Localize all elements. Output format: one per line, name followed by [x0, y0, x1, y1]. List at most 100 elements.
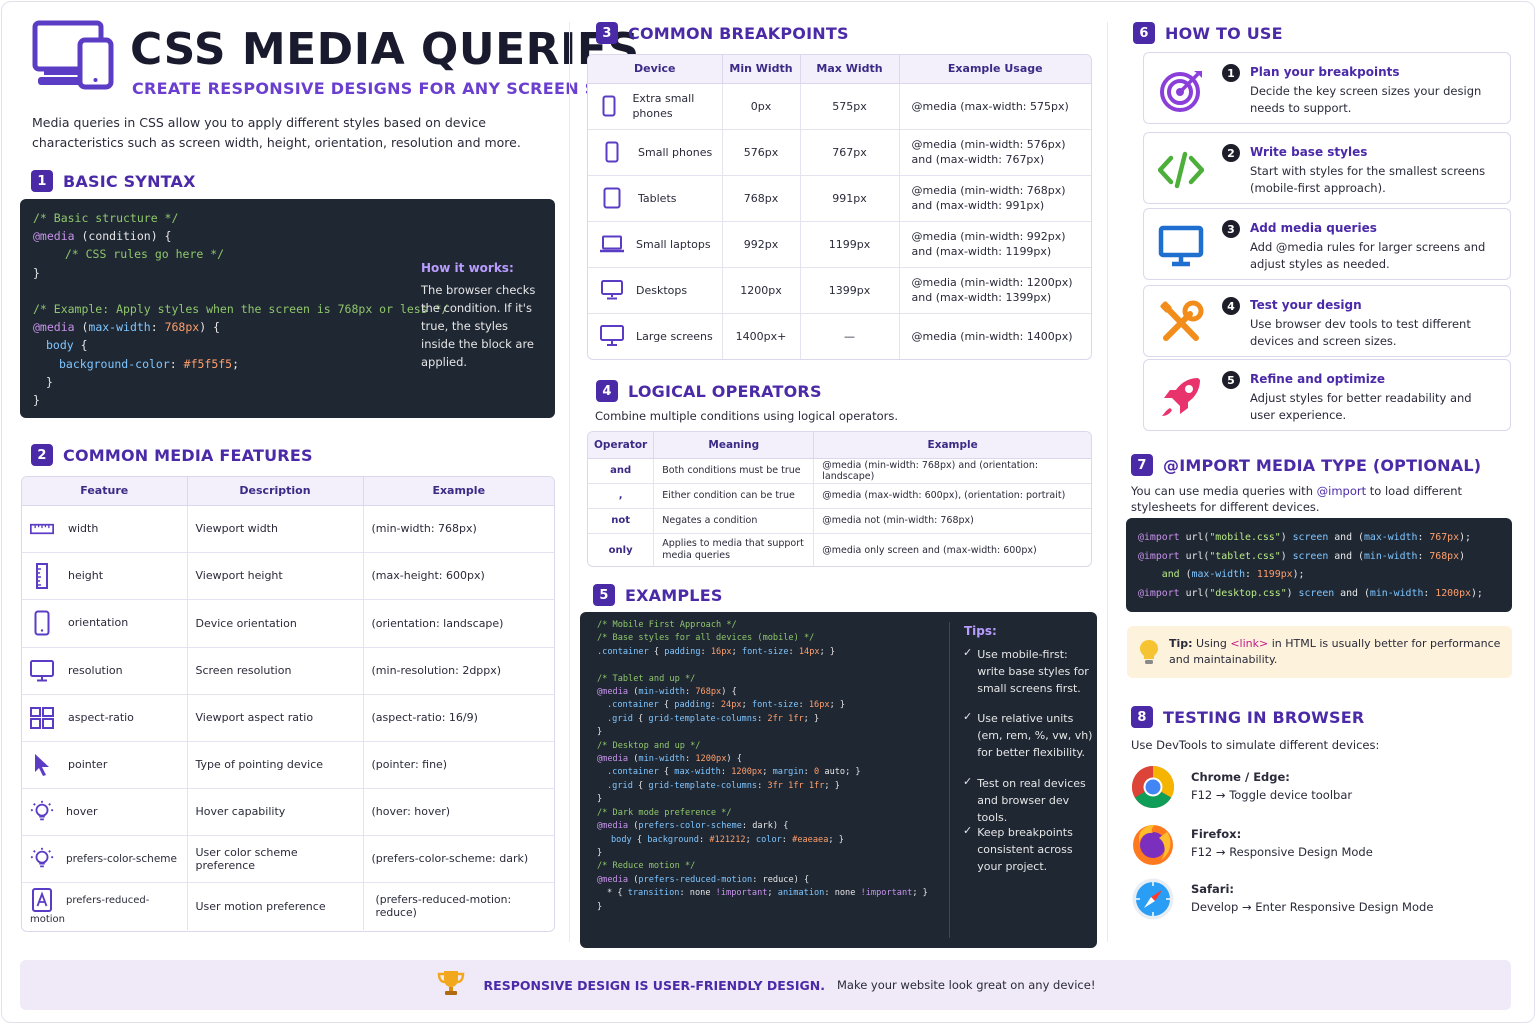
- table-row: Desktops 1200px 1399px @media (min-width…: [588, 267, 1091, 314]
- device-name: Small laptops: [636, 237, 711, 251]
- section-number: 5: [593, 584, 615, 606]
- example-usage: @media (min-width: 576px) and (max-width…: [899, 129, 1091, 176]
- operator: and: [588, 458, 655, 484]
- target-icon: [1158, 67, 1204, 113]
- section-number: 6: [1133, 22, 1155, 44]
- code-line: @import url("tablet.css") screen and (mi…: [1138, 550, 1466, 562]
- step-number: 3: [1222, 220, 1240, 238]
- tip-item: ✓ Use mobile-first: write base styles for…: [963, 646, 1093, 697]
- operator-meaning: Either condition can be true: [653, 483, 815, 509]
- feature-name: width: [68, 521, 99, 535]
- code-line: @media (prefers-reduced-motion: reduce) …: [597, 874, 810, 885]
- tip-text: Keep breakpoints consistent across your …: [977, 826, 1073, 873]
- step-number: 2: [1222, 144, 1240, 162]
- intro-text-part: You can use media queries with: [1131, 484, 1317, 498]
- table-row: and Both conditions must be true @media …: [588, 458, 1091, 484]
- monitor-icon: [30, 659, 54, 683]
- monitor-icon: [600, 324, 624, 348]
- section-logical-title: 4 LOGICAL OPERATORS: [596, 380, 822, 402]
- max-width: 991px: [800, 175, 900, 222]
- section-number: 7: [1131, 454, 1153, 476]
- how-step-card: 4 Test your design Use browser dev tools…: [1143, 285, 1511, 357]
- code-line: [33, 282, 448, 300]
- feature-name: hover: [66, 804, 98, 818]
- tip-text: Tip: Using <link> in HTML is usually bet…: [1169, 636, 1504, 668]
- chrome-icon: [1131, 765, 1175, 813]
- table-row: hover Hover capability (hover: hover): [22, 788, 554, 836]
- step-description: Add @media rules for larger screens and …: [1250, 240, 1486, 271]
- feature-example: (min-resolution: 2dppx): [363, 647, 554, 695]
- tip-text-part: in HTML is usually better for performanc…: [1169, 637, 1501, 666]
- feature-description: Hover capability: [187, 788, 364, 836]
- step-description: Decide the key screen sizes your design …: [1250, 84, 1482, 115]
- basic-syntax-code-block: /* Basic structure */ @media (condition) …: [20, 199, 555, 418]
- feature-example: (pointer: fine): [363, 741, 554, 789]
- code-line: .container { padding: 24px; font-size: 1…: [607, 700, 846, 711]
- trophy-icon: [436, 968, 466, 1002]
- section-title-text: BASIC SYNTAX: [63, 171, 196, 191]
- code-line: .grid { grid-template-columns: 2fr 1fr; …: [607, 713, 820, 724]
- column-header: Device: [588, 55, 723, 84]
- monitor-icon: [1158, 223, 1204, 269]
- example-usage: @media (min-width: 768px) and (max-width…: [899, 175, 1091, 222]
- max-width: —: [800, 313, 900, 359]
- firefox-icon: [1131, 822, 1175, 870]
- feature-name: resolution: [68, 663, 123, 677]
- phone-icon: [600, 140, 624, 164]
- min-width: 768px: [722, 175, 801, 222]
- code-line: @media (min-width: 768px) {: [597, 687, 737, 698]
- min-width: 0px: [722, 83, 801, 130]
- operator-meaning: Negates a condition: [653, 508, 815, 534]
- footer-bold-text: RESPONSIVE DESIGN IS USER-FRIENDLY DESIG…: [483, 977, 825, 993]
- code-line: .grid { grid-template-columns: 3fr 1fr 1…: [607, 780, 840, 791]
- column-divider: [1107, 22, 1108, 942]
- logical-intro: Combine multiple conditions using logica…: [595, 409, 898, 423]
- section-title-text: TESTING IN BROWSER: [1163, 707, 1365, 727]
- section-title-text: COMMON MEDIA FEATURES: [63, 445, 313, 465]
- table-row: not Negates a condition @media not (min-…: [588, 508, 1091, 534]
- step-description: Start with styles for the smallest scree…: [1250, 164, 1486, 195]
- min-width: 1400px+: [722, 313, 801, 359]
- examples-code-block: /* Mobile First Approach */ /* Base style…: [580, 612, 1097, 948]
- code-line: }: [46, 374, 53, 389]
- tip-keyword: <link>: [1230, 637, 1269, 650]
- code-line: @media (prefers-color-scheme: dark) {: [597, 821, 789, 832]
- column-header: Meaning: [653, 432, 815, 459]
- intro-keyword: @import: [1316, 484, 1367, 498]
- feature-example: (prefers-reduced-motion: reduce): [375, 893, 512, 920]
- device-name: Extra small phones: [632, 92, 695, 120]
- code-line: @media (min-width: 1200px) {: [597, 754, 742, 765]
- step-description: Use browser dev tools to test different …: [1250, 317, 1471, 348]
- intro-text-part: to load different stylesheets for differ…: [1131, 484, 1463, 514]
- column-divider: [569, 22, 570, 942]
- section-title-text: EXAMPLES: [625, 585, 723, 605]
- how-it-works-title: How it works:: [421, 261, 514, 275]
- step-title: Plan your breakpoints: [1250, 65, 1400, 79]
- max-width: 575px: [800, 83, 900, 130]
- code-line: /* Desktop and up */: [597, 740, 701, 751]
- example-usage: @media (max-width: 575px): [899, 83, 1091, 130]
- code-line: /* Tablet and up */: [597, 673, 696, 684]
- operator-example: @media (min-width: 768px) and (orientati…: [813, 458, 1091, 484]
- grid-icon: [30, 706, 54, 730]
- feature-description: Viewport width: [187, 505, 364, 553]
- column-header: Example: [363, 477, 554, 506]
- column-header: Operator: [588, 432, 655, 459]
- device-name: Small phones: [638, 145, 713, 159]
- code-lines: /* Basic structure */ @media (condition) …: [33, 209, 448, 409]
- section-number: 8: [1131, 706, 1153, 728]
- ruler-horizontal-icon: [30, 517, 54, 541]
- section-title-text: @IMPORT MEDIA TYPE (OPTIONAL): [1163, 455, 1482, 475]
- step-title: Test your design: [1250, 298, 1362, 312]
- code-line: [597, 659, 928, 672]
- footer-text: Make your website look great on any devi…: [836, 978, 1096, 992]
- max-width: 1399px: [800, 267, 900, 314]
- operator-example: @media not (min-width: 768px): [813, 508, 1091, 534]
- table-row: resolution Screen resolution (min-resolu…: [22, 647, 554, 695]
- code-line: background-color: #f5f5f5;: [59, 356, 240, 371]
- operator: only: [588, 533, 655, 566]
- table-row: orientation Device orientation (orientat…: [22, 599, 554, 648]
- section-examples-title: 5 EXAMPLES: [593, 584, 723, 606]
- feature-name: height: [68, 568, 104, 582]
- breakpoints-table: Device Min Width Max Width Example Usage…: [587, 54, 1092, 360]
